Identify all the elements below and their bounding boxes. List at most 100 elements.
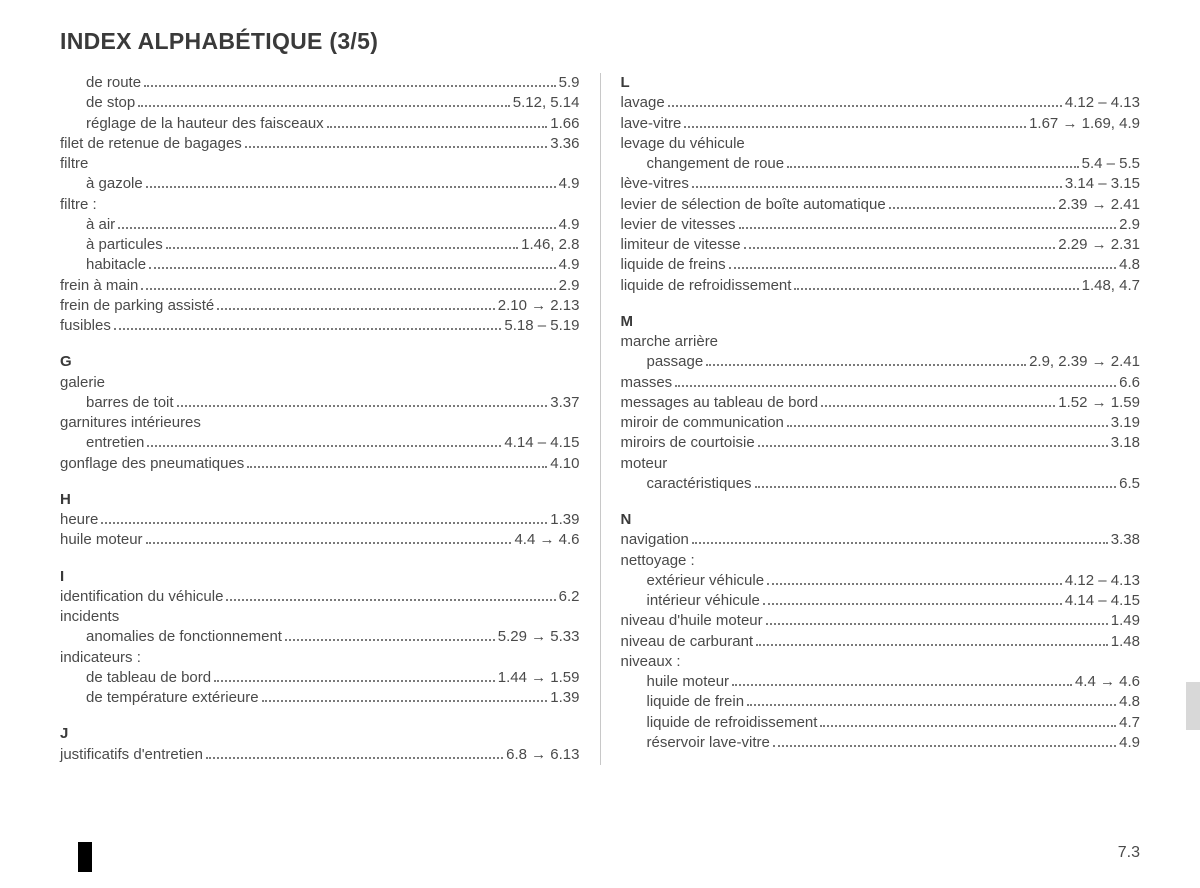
section-letter: L xyxy=(621,73,1141,93)
leader-dots xyxy=(692,542,1108,544)
leader-dots xyxy=(767,583,1062,585)
index-entry: gonflage des pneumatiques 4.10 xyxy=(60,454,580,474)
entry-label: frein à main xyxy=(60,276,138,296)
entry-label: caractéristiques xyxy=(647,474,752,494)
index-subentry: extérieur véhicule 4.12 – 4.13 xyxy=(621,571,1141,591)
entry-label: lavage xyxy=(621,93,665,113)
index-subentry: liquide de refroidissement 4.7 xyxy=(621,713,1141,733)
entry-page: 5.12, 5.14 xyxy=(513,93,580,113)
entry-label: lève-vitres xyxy=(621,174,689,194)
entry-page: 4.12 – 4.13 xyxy=(1065,93,1140,113)
entry-label: à particules xyxy=(86,235,163,255)
index-entry: liquide de refroidissement 1.48, 4.7 xyxy=(621,276,1141,296)
entry-page: 1.44 → 1.59 xyxy=(498,668,580,688)
leader-dots xyxy=(217,308,495,310)
leader-dots xyxy=(747,704,1116,706)
section-letter: J xyxy=(60,724,580,744)
index-heading: niveaux : xyxy=(621,652,1141,672)
leader-dots xyxy=(766,623,1108,625)
entry-label: huile moteur xyxy=(647,672,730,692)
side-tab xyxy=(1186,682,1200,730)
entry-label: de tableau de bord xyxy=(86,668,211,688)
entry-page: 6.6 xyxy=(1119,373,1140,393)
leader-dots xyxy=(732,684,1072,686)
column-right: Llavage 4.12 – 4.13lave-vitre 1.67 → 1.6… xyxy=(600,73,1141,765)
index-entry: navigation 3.38 xyxy=(621,530,1141,550)
entry-page: 4.4 → 4.6 xyxy=(514,530,579,550)
index-entry: niveau de carburant 1.48 xyxy=(621,632,1141,652)
entry-page: 2.39 → 2.41 xyxy=(1058,195,1140,215)
index-entry: frein de parking assisté 2.10 → 2.13 xyxy=(60,296,580,316)
index-entry: lave-vitre 1.67 → 1.69, 4.9 xyxy=(621,114,1141,134)
leader-dots xyxy=(821,405,1055,407)
index-subentry: à air 4.9 xyxy=(60,215,580,235)
index-entry: masses 6.6 xyxy=(621,373,1141,393)
entry-page: 1.67 → 1.69, 4.9 xyxy=(1029,114,1140,134)
index-heading: marche arrière xyxy=(621,332,1141,352)
entry-label: de stop xyxy=(86,93,135,113)
entry-label: à gazole xyxy=(86,174,143,194)
index-subentry: réglage de la hauteur des faisceaux 1.66 xyxy=(60,114,580,134)
leader-dots xyxy=(146,186,556,188)
entry-label: niveau d'huile moteur xyxy=(621,611,763,631)
index-entry: miroirs de courtoisie 3.18 xyxy=(621,433,1141,453)
entry-page: 6.2 xyxy=(559,587,580,607)
index-entry: justificatifs d'entretien 6.8 → 6.13 xyxy=(60,745,580,765)
leader-dots xyxy=(744,247,1056,249)
entry-label: changement de roue xyxy=(647,154,785,174)
entry-label: de route xyxy=(86,73,141,93)
entry-label: extérieur véhicule xyxy=(647,571,765,591)
entry-page: 1.39 xyxy=(550,688,579,708)
entry-page: 5.9 xyxy=(559,73,580,93)
entry-label: justificatifs d'entretien xyxy=(60,745,203,765)
section-letter: I xyxy=(60,567,580,587)
index-subentry: habitacle 4.9 xyxy=(60,255,580,275)
entry-page: 2.9 xyxy=(559,276,580,296)
entry-label: habitacle xyxy=(86,255,146,275)
column-left: de route 5.9 de stop 5.12, 5.14réglage de… xyxy=(60,73,600,765)
leader-dots xyxy=(684,126,1026,128)
entry-page: 2.9, 2.39 → 2.41 xyxy=(1029,352,1140,372)
index-heading: moteur xyxy=(621,454,1141,474)
entry-label: miroir de communication xyxy=(621,413,784,433)
page-title: INDEX ALPHABÉTIQUE (3/5) xyxy=(60,28,1140,55)
leader-dots xyxy=(756,644,1108,646)
index-entry: liquide de freins 4.8 xyxy=(621,255,1141,275)
entry-page: 4.12 – 4.13 xyxy=(1065,571,1140,591)
entry-label: navigation xyxy=(621,530,689,550)
entry-label: liquide de refroidissement xyxy=(647,713,818,733)
leader-dots xyxy=(166,247,518,249)
section-letter: N xyxy=(621,510,1141,530)
entry-label: liquide de frein xyxy=(647,692,745,712)
leader-dots xyxy=(763,603,1062,605)
leader-dots xyxy=(758,445,1108,447)
entry-page: 3.18 xyxy=(1111,433,1140,453)
index-heading: nettoyage : xyxy=(621,551,1141,571)
entry-page: 4.8 xyxy=(1119,255,1140,275)
index-heading: galerie xyxy=(60,373,580,393)
index-entry: filet de retenue de bagages 3.36 xyxy=(60,134,580,154)
section-letter: G xyxy=(60,352,580,372)
section-letter: H xyxy=(60,490,580,510)
index-subentry: intérieur véhicule 4.14 – 4.15 xyxy=(621,591,1141,611)
leader-dots xyxy=(138,105,510,107)
entry-page: 3.14 – 3.15 xyxy=(1065,174,1140,194)
leader-dots xyxy=(739,227,1117,229)
entry-label: réservoir lave-vitre xyxy=(647,733,770,753)
page-container: INDEX ALPHABÉTIQUE (3/5) de route 5.9de … xyxy=(0,0,1200,785)
index-subentry: à gazole 4.9 xyxy=(60,174,580,194)
index-entry: heure 1.39 xyxy=(60,510,580,530)
leader-dots xyxy=(262,700,548,702)
leader-dots xyxy=(245,146,547,148)
entry-page: 1.52 → 1.59 xyxy=(1058,393,1140,413)
entry-label: masses xyxy=(621,373,673,393)
section-letter: M xyxy=(621,312,1141,332)
index-heading: filtre : xyxy=(60,195,580,215)
entry-label: liquide de refroidissement xyxy=(621,276,792,296)
index-entry: lavage 4.12 – 4.13 xyxy=(621,93,1141,113)
entry-label: liquide de freins xyxy=(621,255,726,275)
index-heading: levage du véhicule xyxy=(621,134,1141,154)
entry-page: 6.8 → 6.13 xyxy=(506,745,579,765)
entry-page: 1.39 xyxy=(550,510,579,530)
leader-dots xyxy=(214,680,495,682)
